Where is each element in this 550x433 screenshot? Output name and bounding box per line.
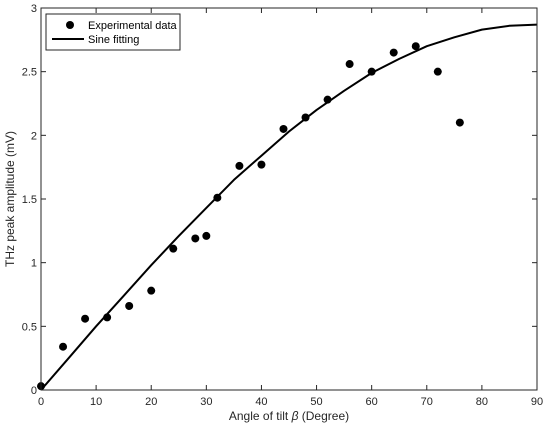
x-tick-label-8: 80 xyxy=(476,396,488,408)
data-point-7 xyxy=(191,234,200,243)
y-tick-label-1: 0.5 xyxy=(22,321,37,333)
axes-box xyxy=(40,7,538,391)
data-point-20 xyxy=(455,118,464,127)
data-point-2 xyxy=(81,314,90,323)
data-point-18 xyxy=(411,42,420,51)
x-tick-label-0: 0 xyxy=(38,396,44,408)
data-point-15 xyxy=(345,60,354,69)
data-point-10 xyxy=(235,161,244,170)
x-tick-label-5: 50 xyxy=(310,396,322,408)
series-line-sine-fitting xyxy=(40,23,538,391)
legend-box xyxy=(45,13,181,51)
y-tick-label-0: 0 xyxy=(31,385,37,397)
x-tick-label-1: 10 xyxy=(90,396,102,408)
y-axis-label: THz peak amplitude (mV) xyxy=(3,131,17,267)
series-layer xyxy=(37,23,538,391)
legend-label-experimental-data: Experimental data xyxy=(88,20,178,32)
data-point-17 xyxy=(389,48,398,57)
x-tick-label-7: 70 xyxy=(421,396,433,408)
y-tick-label-6: 3 xyxy=(31,3,37,15)
legend: Experimental data Sine fitting xyxy=(45,13,181,51)
y-tick-label-2: 1 xyxy=(31,258,37,270)
legend-label-sine-fitting: Sine fitting xyxy=(88,34,139,46)
data-point-1 xyxy=(59,342,68,351)
y-tick-label-3: 1.5 xyxy=(22,194,37,206)
x-axis-label: Angle of tilt β (Degree) xyxy=(229,409,349,423)
y-tick-label-5: 2.5 xyxy=(22,67,37,79)
data-point-12 xyxy=(279,124,288,133)
x-axis-label-symbol: β xyxy=(291,409,299,423)
x-tick-label-4: 40 xyxy=(255,396,267,408)
x-axis-label-unit: (Degree) xyxy=(298,409,349,423)
axis-ticks: 0 10 20 30 40 50 60 70 80 90 0 0.5 1 1.5 2 2.5 3 xyxy=(22,3,543,408)
data-point-19 xyxy=(433,67,442,76)
y-tick-label-4: 2 xyxy=(31,130,37,142)
x-tick-label-9: 90 xyxy=(531,396,543,408)
legend-marker-experimental-data xyxy=(66,21,74,29)
x-tick-label-3: 30 xyxy=(200,396,212,408)
data-point-4 xyxy=(125,301,134,310)
x-tick-label-6: 60 xyxy=(366,396,378,408)
data-point-6 xyxy=(169,244,178,253)
data-point-5 xyxy=(147,286,156,295)
x-tick-label-2: 20 xyxy=(145,396,157,408)
data-point-8 xyxy=(202,231,211,240)
x-axis-label-text: Angle of tilt xyxy=(229,409,292,423)
data-point-11 xyxy=(257,160,266,169)
